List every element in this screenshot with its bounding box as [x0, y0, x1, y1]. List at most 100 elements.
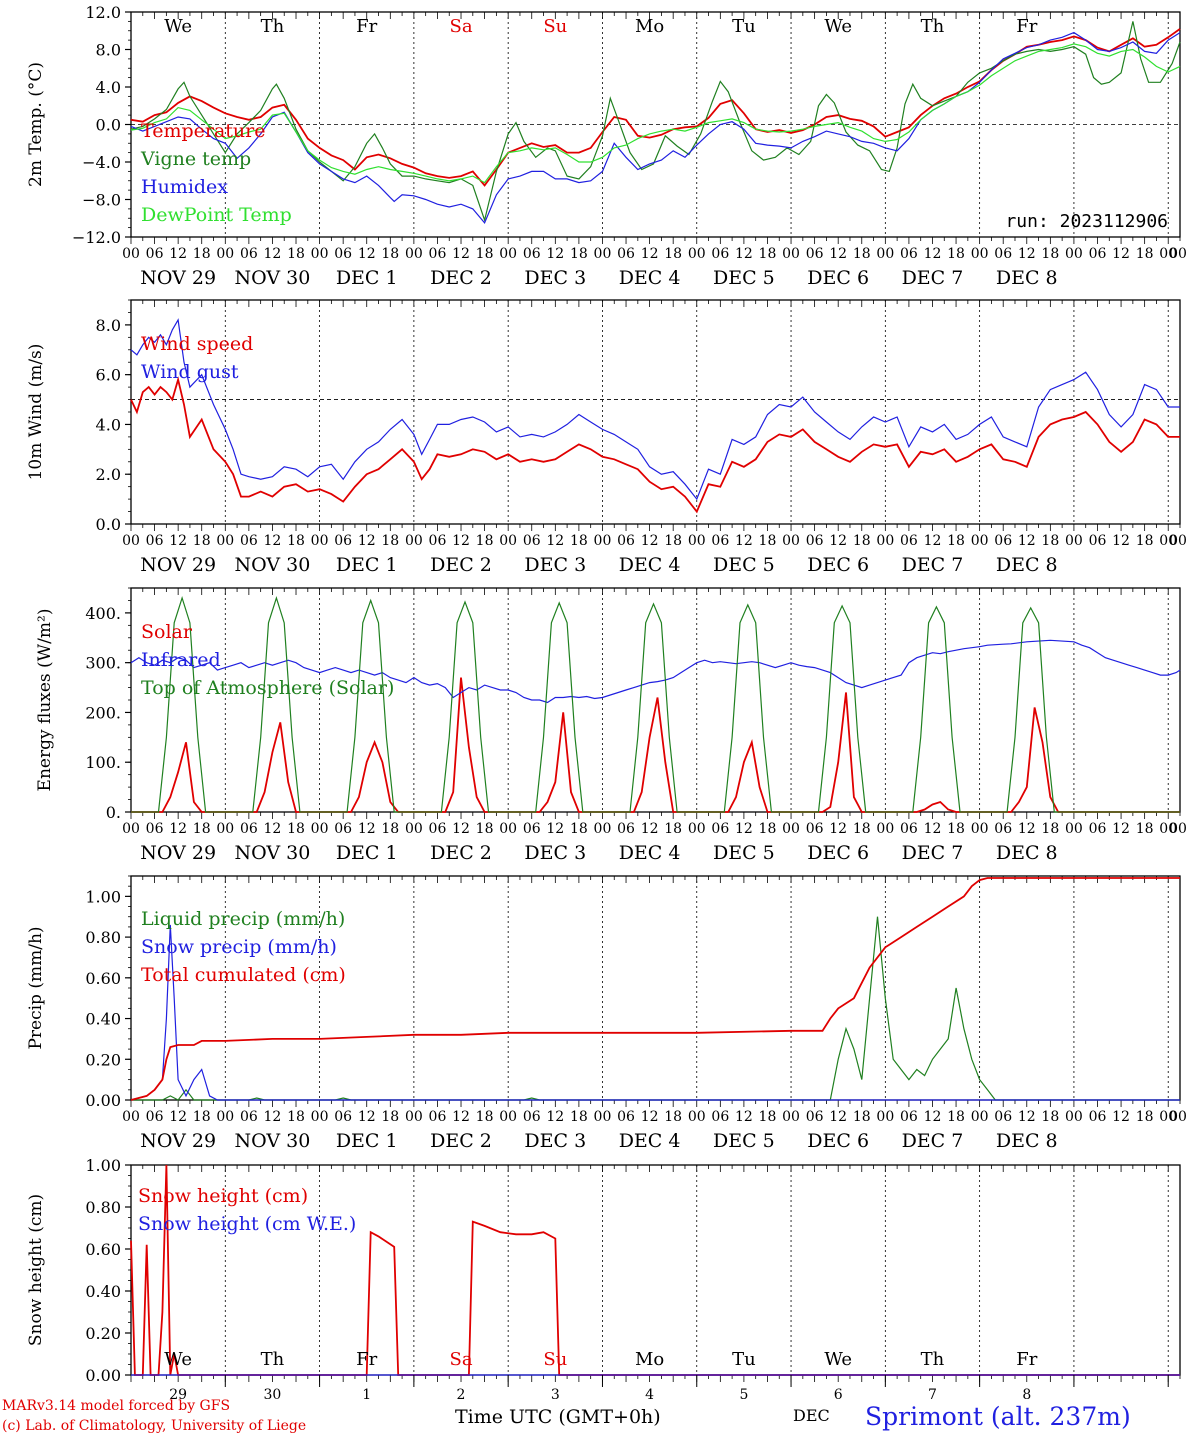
hour-tick-label: 06 — [146, 821, 164, 837]
hour-tick-label: 12 — [546, 533, 564, 549]
panel-energy: 0. 100. 200. 300. 400. Energy fluxes (W/m²) 00… — [35, 587, 1187, 864]
hour-tick-label: 18 — [476, 821, 494, 837]
day-label: NOV 29 — [140, 1130, 216, 1152]
y-axis-title: 2m Temp. (°C) — [26, 62, 46, 187]
y-tick-label: 1.00 — [85, 887, 121, 906]
hour-tick-label: 00 — [122, 1109, 140, 1125]
hour-tick-label: 18 — [664, 821, 682, 837]
hour-tick-label: 18 — [287, 533, 305, 549]
panel-temp: −12.0 −8.0 −4.0 0.0 4.0 8.0 12.0 2m Temp. (°C) 0… — [26, 3, 1187, 289]
day-name: Th — [921, 16, 945, 37]
day-label: DEC 6 — [807, 554, 869, 576]
hour-tick-label: 06 — [146, 1109, 164, 1125]
hour-tick-label: 00 — [782, 1109, 800, 1125]
hour-tick-label: 00 — [782, 246, 800, 262]
hour-tick-label: 18 — [287, 821, 305, 837]
hour-tick-label: 12 — [169, 533, 187, 549]
hour-tick-label: 18 — [193, 533, 211, 549]
hour-tick-label: 06 — [146, 533, 164, 549]
day-label: DEC 4 — [619, 267, 681, 289]
y-tick-label: −4.0 — [82, 153, 121, 172]
hour-tick-label: 06 — [1089, 246, 1107, 262]
hour-tick-label: 00 — [1159, 1109, 1177, 1125]
hour-tick-label: 18 — [193, 246, 211, 262]
hour-tick-label: 06 — [334, 246, 352, 262]
hour-tick-label: 18 — [381, 1109, 399, 1125]
hour-tick-label: 12 — [264, 821, 282, 837]
hour-tick-label: 12 — [641, 1109, 659, 1125]
day-name: Fr — [356, 1349, 377, 1370]
hour-tick-label: 18 — [947, 821, 965, 837]
hour-tick-label: 06 — [900, 246, 918, 262]
hour-tick-label: 00 — [1065, 246, 1083, 262]
hour-tick-label: 00 — [688, 1109, 706, 1125]
hour-tick-label: 18 — [1041, 533, 1059, 549]
hour-tick-label: 12 — [452, 1109, 470, 1125]
day-name: Th — [261, 1349, 285, 1370]
hour-tick-label: 00 — [405, 533, 423, 549]
y-tick-label: −8.0 — [82, 191, 121, 210]
hour-tick-label: 18 — [853, 533, 871, 549]
hour-tick-label: 18 — [1136, 533, 1154, 549]
hour-tick-label: 12 — [452, 821, 470, 837]
hour-tick-label: 18 — [570, 1109, 588, 1125]
hour-tick-label: 12 — [1018, 533, 1036, 549]
day-label: DEC 4 — [619, 554, 681, 576]
hour-tick-label: 06 — [146, 246, 164, 262]
hour-tick-label: 18 — [947, 1109, 965, 1125]
legend-entry: Wind speed — [141, 333, 253, 355]
hour-tick-label: 00 — [876, 246, 894, 262]
y-tick-label: 8.0 — [96, 41, 121, 60]
hour-tick-label: 06 — [1089, 533, 1107, 549]
hour-tick-label: 18 — [759, 246, 777, 262]
hour-tick-label: 06 — [806, 533, 824, 549]
hour-tick-label: 06 — [994, 246, 1012, 262]
y-tick-label: 0.80 — [85, 928, 121, 947]
day-label: NOV 30 — [235, 842, 311, 864]
lab-credit: (c) Lab. of Climatology, University of L… — [2, 1418, 307, 1434]
hour-tick-label: 06 — [994, 533, 1012, 549]
day-label: DEC 2 — [430, 1130, 492, 1152]
hour-tick-label: 18 — [664, 246, 682, 262]
day-name: Tu — [732, 16, 756, 37]
hour-tick-label: 06 — [429, 821, 447, 837]
hour-tick-label: 06 — [429, 533, 447, 549]
hour-tick-label: 12 — [829, 246, 847, 262]
hour-tick-label: 12 — [358, 821, 376, 837]
hour-tick-label: 12 — [735, 246, 753, 262]
hour-tick-label: 18 — [759, 533, 777, 549]
hour-tick-label: 06 — [240, 821, 258, 837]
hour-tick-label: 12 — [358, 1109, 376, 1125]
hour-tick-label: 12 — [829, 533, 847, 549]
hour-tick-label: 18 — [476, 1109, 494, 1125]
day-label: NOV 30 — [235, 554, 311, 576]
hour-tick-label: 18 — [1041, 821, 1059, 837]
hour-tick-label: 18 — [193, 821, 211, 837]
hour-tick-label: 06 — [711, 246, 729, 262]
day-number: 8 — [1022, 1387, 1031, 1403]
hour-tick-label: 00 — [405, 246, 423, 262]
hour-tick-label: 06 — [523, 1109, 541, 1125]
legend-entry: Humidex — [141, 176, 228, 198]
y-axis-title: 10m Wind (m/s) — [26, 344, 46, 481]
day-name: Su — [543, 16, 567, 37]
panel-frame — [130, 299, 1181, 525]
hour-tick-label: 18 — [1136, 1109, 1154, 1125]
hour-tick-label: 06 — [617, 821, 635, 837]
series-line-wind-gust — [130, 318, 1180, 501]
hour-tick-label: 18 — [381, 821, 399, 837]
day-label: DEC 3 — [524, 267, 586, 289]
hour-tick-label: 06 — [334, 821, 352, 837]
day-label: NOV 29 — [140, 267, 216, 289]
series-line-humidex — [130, 31, 1181, 225]
day-label: DEC 3 — [524, 842, 586, 864]
hour-tick-label: 18 — [570, 246, 588, 262]
day-label: DEC 6 — [807, 1130, 869, 1152]
hour-tick-label: 00 — [405, 1109, 423, 1125]
legend-entry: Vigne temp — [140, 148, 251, 170]
hour-tick-label: 12 — [735, 533, 753, 549]
y-tick-label: −12.0 — [72, 228, 121, 247]
hour-tick-label: 00 — [971, 533, 989, 549]
